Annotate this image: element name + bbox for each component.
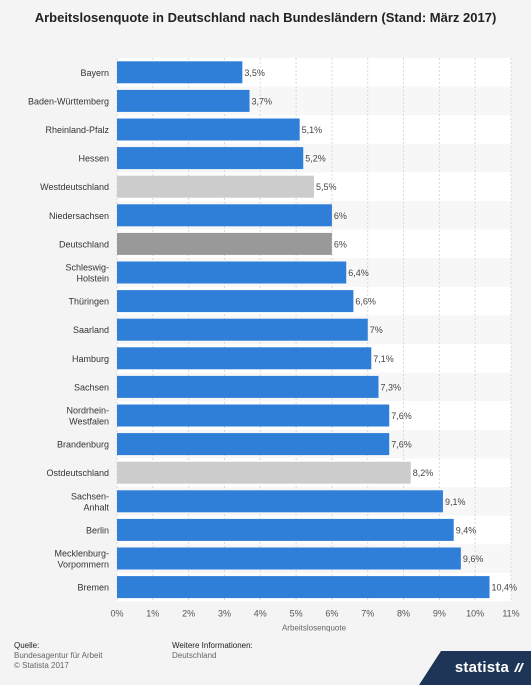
statista-logo-icon: [514, 663, 524, 672]
bar: [117, 204, 332, 227]
data-label: 5,5%: [316, 182, 337, 192]
y-tick-label: Deutschland: [59, 239, 109, 249]
data-label: 3,7%: [252, 96, 273, 106]
x-tick-label: 8%: [397, 608, 410, 618]
bar: [117, 61, 243, 84]
y-tick-label: Berlin: [86, 525, 109, 535]
bar: [117, 375, 379, 398]
statista-logo-text[interactable]: statista: [454, 659, 509, 676]
y-tick-label: Schleswig-Holstein: [65, 263, 109, 284]
y-tick-label: Bremen: [77, 583, 109, 593]
copyright-text: © Statista 2017: [14, 661, 69, 670]
x-tick-label: 3%: [218, 608, 231, 618]
data-label: 7,1%: [373, 354, 394, 364]
x-tick-label: 10%: [466, 608, 484, 618]
x-tick-label: 7%: [361, 608, 374, 618]
data-label: 9,1%: [445, 497, 466, 507]
x-tick-label: 5%: [290, 608, 303, 618]
statista-logo[interactable]: [419, 651, 531, 685]
y-tick-label: Sachsen-Anhalt: [71, 491, 110, 512]
data-label: 9,4%: [456, 525, 477, 535]
bar: [117, 232, 332, 255]
bar: [117, 404, 390, 427]
x-tick-label: 4%: [254, 608, 267, 618]
y-tick-label: Rheinland-Pfalz: [45, 125, 109, 135]
data-label: 5,2%: [305, 154, 326, 164]
x-tick-label: 11%: [502, 608, 519, 618]
x-tick-label: 0%: [110, 608, 123, 618]
bar: [117, 547, 461, 570]
bar: [117, 261, 347, 284]
y-tick-label: Hamburg: [72, 354, 109, 364]
data-label: 10,4%: [492, 583, 518, 593]
y-tick-label: Mecklenburg-Vorpommern: [54, 549, 109, 570]
y-tick-label: Hessen: [78, 154, 109, 164]
data-label: 7,3%: [380, 382, 401, 392]
data-label: 6%: [334, 239, 347, 249]
bar: [117, 318, 368, 341]
data-label: 6,6%: [355, 297, 376, 307]
y-tick-label: Bayern: [80, 68, 109, 78]
bar: [117, 147, 304, 170]
data-label: 6%: [334, 211, 347, 221]
bar: [117, 433, 390, 456]
bar: [117, 175, 314, 198]
data-label: 3,5%: [244, 68, 265, 78]
bar: [117, 518, 454, 541]
x-tick-label: 6%: [325, 608, 338, 618]
y-tick-label: Niedersachsen: [49, 211, 109, 221]
more-info-text: Deutschland: [172, 651, 217, 660]
chart-title: Arbeitslosenquote in Deutschland nach Bu…: [34, 10, 497, 25]
y-tick-label: Nordrhein-Westfalen: [66, 406, 109, 427]
y-tick-label: Baden-Württemberg: [28, 96, 109, 106]
data-label: 8,2%: [413, 468, 434, 478]
bar: [117, 347, 372, 370]
y-tick-label: Sachsen: [74, 382, 109, 392]
data-label: 7%: [370, 325, 383, 335]
data-label: 6,4%: [348, 268, 369, 278]
bar: [117, 118, 300, 141]
y-tick-label: Ostdeutschland: [46, 468, 109, 478]
bar: [117, 576, 490, 599]
source-text: Bundesagentur für Arbeit: [14, 651, 103, 660]
x-axis-label: Arbeitslosenquote: [282, 623, 347, 632]
data-label: 7,6%: [391, 440, 412, 450]
x-tick-label: 9%: [433, 608, 446, 618]
y-tick-label: Brandenburg: [57, 440, 109, 450]
bar: [117, 89, 250, 112]
source-label: Quelle:: [14, 641, 40, 650]
y-tick-label: Saarland: [73, 325, 109, 335]
more-info-label: Weitere Informationen:: [172, 641, 253, 650]
y-tick-label: Westdeutschland: [40, 182, 109, 192]
bar: [117, 461, 411, 484]
x-tick-label: 2%: [182, 608, 195, 618]
data-label: 5,1%: [302, 125, 323, 135]
x-tick-label: 1%: [146, 608, 159, 618]
data-label: 7,6%: [391, 411, 412, 421]
more-info-block: Weitere Informationen: Deutschland: [172, 641, 253, 661]
y-tick-label: Thüringen: [68, 297, 109, 307]
source-block: Quelle: Bundesagentur für Arbeit © Stati…: [14, 641, 103, 671]
data-label: 9,6%: [463, 554, 484, 564]
bar: [117, 490, 443, 513]
bar: [117, 290, 354, 313]
